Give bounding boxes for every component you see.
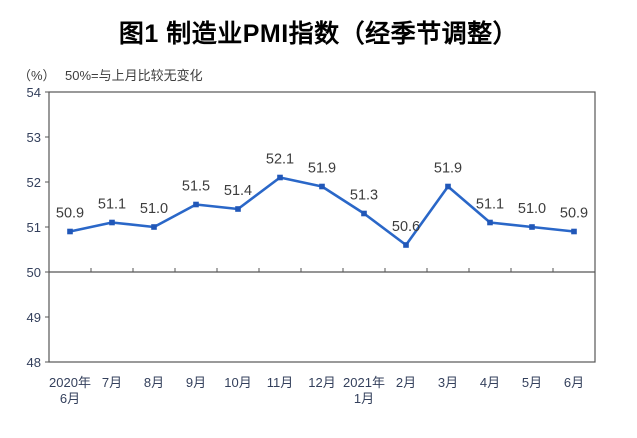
data-point-label: 51.0 — [518, 201, 546, 217]
x-axis-label: 5月 — [522, 375, 542, 390]
data-point-marker — [403, 242, 409, 248]
plot-frame — [48, 91, 596, 363]
x-axis-label: 10月 — [224, 375, 251, 390]
data-point-label: 50.9 — [56, 206, 84, 222]
reference-note: 50%=与上月比较无变化 — [65, 68, 203, 83]
x-axis-label: 2020年 — [49, 375, 91, 390]
x-axis-label: 2021年 — [343, 375, 385, 390]
data-point-label: 51.0 — [140, 201, 168, 217]
data-point-label: 52.1 — [266, 152, 294, 168]
y-axis-unit-label: （%） — [18, 68, 56, 83]
x-axis-label: 6月 — [564, 375, 584, 390]
data-point-marker — [235, 206, 241, 212]
data-point-label: 51.1 — [98, 197, 126, 213]
x-axis-label: 2月 — [396, 375, 416, 390]
data-point-marker — [277, 174, 283, 181]
x-axis-label: 4月 — [480, 375, 500, 390]
data-point-marker — [67, 228, 73, 235]
data-point-marker — [445, 183, 451, 190]
data-point-label: 50.9 — [560, 206, 588, 222]
data-point-label: 51.1 — [476, 197, 504, 213]
data-point-label: 51.9 — [434, 161, 462, 177]
y-axis-tick-label: 52 — [27, 175, 41, 190]
x-axis-label: 3月 — [438, 375, 458, 390]
y-axis-tick-label: 54 — [27, 85, 41, 100]
x-axis-label: 1月 — [354, 391, 374, 406]
y-axis-tick-label: 53 — [27, 130, 41, 145]
y-axis-tick-label: 49 — [27, 310, 41, 325]
data-point-marker — [151, 224, 157, 230]
x-axis-label: 6月 — [60, 391, 80, 406]
y-axis-tick-label: 50 — [27, 265, 41, 280]
x-axis-label: 12月 — [308, 375, 335, 390]
data-point-label: 51.3 — [350, 188, 378, 204]
y-axis-tick-label: 51 — [27, 220, 41, 235]
data-point-label: 51.9 — [308, 161, 336, 177]
data-point-marker — [193, 201, 199, 208]
x-axis-label: 7月 — [102, 375, 122, 390]
data-point-label: 51.5 — [182, 179, 210, 195]
data-point-marker — [109, 219, 115, 226]
data-point-marker — [529, 224, 535, 230]
x-axis-label: 11月 — [267, 375, 294, 390]
x-axis-label: 9月 — [186, 375, 206, 390]
data-point-label: 51.4 — [224, 183, 252, 199]
y-axis-tick-label: 48 — [27, 355, 41, 370]
data-point-marker — [487, 219, 493, 226]
x-axis-label: 8月 — [144, 375, 164, 390]
data-point-marker — [361, 210, 367, 217]
data-point-marker — [571, 228, 577, 235]
chart-title: 图1 制造业PMI指数（经季节调整） — [118, 20, 519, 48]
data-point-label: 50.6 — [392, 219, 420, 235]
data-point-marker — [319, 183, 325, 190]
